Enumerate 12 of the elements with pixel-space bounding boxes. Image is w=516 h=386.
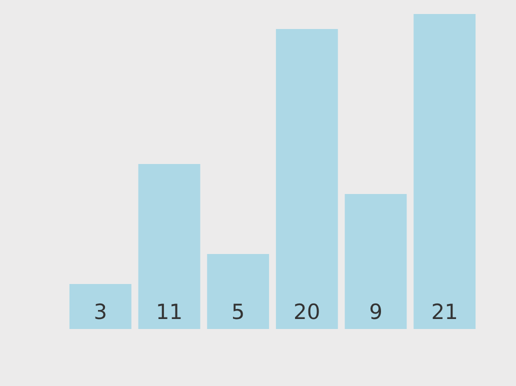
data-label: 5 [231, 300, 245, 324]
data-label: 11 [156, 300, 183, 324]
data-label: 3 [94, 300, 108, 324]
bar [138, 164, 200, 329]
data-label: 9 [369, 300, 382, 324]
data-label: 20 [294, 300, 320, 324]
bar [414, 14, 476, 329]
bar [207, 254, 270, 329]
data-label: 21 [431, 300, 458, 324]
bar [276, 29, 338, 329]
bar [344, 194, 407, 329]
bar [69, 284, 132, 329]
